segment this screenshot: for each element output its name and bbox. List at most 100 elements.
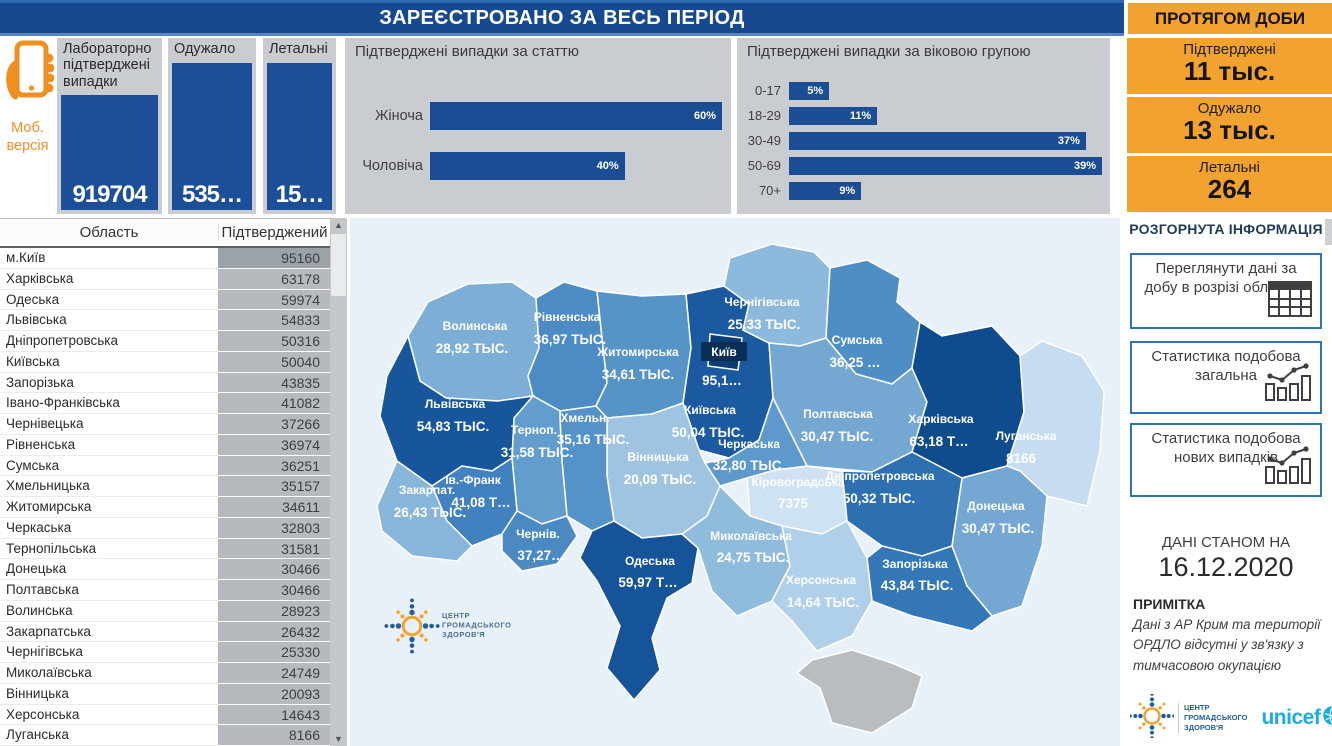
age-category-label: 0-17 bbox=[754, 83, 781, 99]
age-bar[interactable]: 39% bbox=[789, 157, 1102, 175]
button-daily-stats-total[interactable]: Статистика подобова загальна bbox=[1130, 341, 1322, 414]
gender-bar-row: Чоловіча 40% bbox=[345, 152, 725, 180]
table-row[interactable]: Житомирська 34611 bbox=[0, 497, 330, 518]
map-region-kherson[interactable] bbox=[771, 519, 873, 652]
map-region-value: 28,92 ТЫС. bbox=[436, 341, 509, 356]
region-table-body: м.Київ 95160 Харківська 63178 Одеська 59974 Ль… bbox=[0, 248, 330, 746]
age-bar[interactable]: 37% bbox=[789, 132, 1086, 150]
table-row[interactable]: Вінницька 20093 bbox=[0, 683, 330, 705]
age-bar[interactable]: 11% bbox=[789, 107, 878, 125]
daily-card-deaths[interactable]: Летальні 264 bbox=[1127, 156, 1332, 212]
gender-bar[interactable]: 40% bbox=[430, 152, 625, 180]
chart-icon bbox=[1264, 362, 1312, 407]
age-bar-row: 0-17 5% bbox=[737, 82, 1104, 100]
map-region-name: Хмельн. bbox=[560, 411, 609, 425]
map-region-name: Ів.-Франк bbox=[445, 473, 502, 487]
table-row[interactable]: Харківська 63178 bbox=[0, 268, 330, 290]
table-row[interactable]: Івано-Франківська 41082 bbox=[0, 393, 330, 414]
map-region-name: Полтавська bbox=[803, 407, 873, 421]
kpi-card-recovered-total[interactable]: Одужало 535… bbox=[168, 38, 256, 214]
gender-chart-title: Підтверджені випадки за статтю bbox=[355, 43, 580, 60]
table-row[interactable]: Львівська 54833 bbox=[0, 310, 330, 331]
map-region-value: 31,58 ТЫС. bbox=[501, 445, 574, 460]
map-region-zakarpattia[interactable] bbox=[376, 459, 474, 562]
confirmed-value-cell: 50040 bbox=[218, 351, 330, 373]
table-row[interactable]: Хмельницька 35157 bbox=[0, 476, 330, 497]
map-region-mykolaiv[interactable] bbox=[680, 484, 791, 617]
region-name-cell: Донецька bbox=[0, 559, 218, 580]
map-region-crimea bbox=[795, 649, 923, 734]
map-region-chernivtsi[interactable] bbox=[501, 510, 578, 572]
page-title: ЗАРЕЄСТРОВАНО ЗА ВЕСЬ ПЕРІОД bbox=[379, 6, 745, 29]
region-name-cell: м.Київ bbox=[0, 248, 218, 269]
table-row[interactable]: Закарпатська 26432 bbox=[0, 621, 330, 643]
table-row[interactable]: Донецька 30466 bbox=[0, 559, 330, 580]
confirmed-value-cell: 28923 bbox=[218, 600, 330, 622]
table-row[interactable]: Рівненська 36974 bbox=[0, 434, 330, 456]
map-region-ternopil[interactable] bbox=[511, 395, 568, 525]
table-row[interactable]: Волинська 28923 bbox=[0, 600, 330, 622]
scroll-up-icon[interactable]: ▲ bbox=[334, 220, 343, 230]
map-region-odesa[interactable] bbox=[579, 520, 699, 702]
age-bar-value: 11% bbox=[849, 109, 872, 122]
region-name-cell: Київська bbox=[0, 352, 218, 373]
table-row[interactable]: Луганська 8166 bbox=[0, 725, 330, 746]
confirmed-value-cell: 31581 bbox=[218, 538, 330, 560]
map-region-zaporizhzhia[interactable] bbox=[866, 545, 994, 632]
table-row[interactable]: Запорізька 43835 bbox=[0, 372, 330, 394]
table-row[interactable]: Сумська 36251 bbox=[0, 455, 330, 477]
table-row[interactable]: Херсонська 14643 bbox=[0, 704, 330, 726]
confirmed-value-cell: 36974 bbox=[218, 434, 330, 456]
table-scrollbar-thumb[interactable] bbox=[331, 234, 346, 296]
map-region-name: Київська bbox=[684, 403, 736, 417]
age-bar[interactable]: 9% bbox=[789, 182, 862, 200]
daily-card-recovered[interactable]: Одужало 13 тыс. bbox=[1127, 97, 1332, 153]
table-row[interactable]: Миколаївська 24749 bbox=[0, 663, 330, 684]
table-row[interactable]: Чернівецька 37266 bbox=[0, 414, 330, 435]
table-row[interactable]: Київська 50040 bbox=[0, 351, 330, 373]
gender-chart-panel: Підтверджені випадки за статтю Жіноча 60%… bbox=[345, 38, 731, 214]
kpi-card-confirmed-total[interactable]: Лабораторно підтверджені випадки 919704 bbox=[57, 38, 162, 214]
footer-logos: ЦЕНТР ГРОМАДСЬКОГО ЗДОРОВ'Я unicef bbox=[1128, 692, 1332, 742]
map-region-value: 14,64 ТЫС. bbox=[787, 595, 860, 610]
map-region-name: Донецька bbox=[967, 499, 1025, 513]
map-region-name: Херсонська bbox=[786, 573, 856, 587]
region-name-cell: Волинська bbox=[0, 601, 218, 622]
map-region-value: 36,25 … bbox=[829, 355, 880, 370]
table-row[interactable]: Полтавська 30466 bbox=[0, 580, 330, 601]
map-region-value: 37,27… bbox=[517, 548, 564, 563]
kpi-bar: 15… bbox=[267, 63, 332, 210]
kpi-bar: 919704 bbox=[61, 95, 158, 210]
kpi-bar: 535… bbox=[172, 63, 252, 210]
daily-card-confirmed[interactable]: Підтверджені 11 тыс. bbox=[1127, 38, 1332, 94]
map-region-name: Житомирська bbox=[596, 345, 679, 359]
map-region-value: 50,32 ТЫС. bbox=[843, 491, 916, 506]
kpi-card-deaths-total[interactable]: Летальні 15… bbox=[263, 38, 336, 214]
table-row[interactable]: Тернопільська 31581 bbox=[0, 538, 330, 560]
table-row[interactable]: Одеська 59974 bbox=[0, 289, 330, 311]
button-daily-by-region[interactable]: Переглянути дані за добу в розрізі облас… bbox=[1130, 253, 1322, 329]
table-row[interactable]: Дніпропетровська 50316 bbox=[0, 331, 330, 352]
daily-card-label: Одужало bbox=[1197, 100, 1262, 117]
gender-bar-value: 60% bbox=[693, 110, 716, 122]
age-bar[interactable]: 5% bbox=[789, 82, 830, 100]
map-region-value: 63,18 Т… bbox=[909, 434, 968, 449]
gender-bar-row: Жіноча 60% bbox=[345, 102, 725, 130]
table-scrollbar[interactable]: ▲ ▼ bbox=[330, 218, 347, 746]
scroll-down-icon[interactable]: ▼ bbox=[334, 734, 343, 744]
button-daily-stats-new-cases[interactable]: Статистика подобова нових випадків bbox=[1130, 423, 1322, 497]
age-category-label: 18-29 bbox=[747, 108, 781, 124]
map-region-value: 50,04 ТЫС. bbox=[672, 425, 745, 440]
daily-panel-title-bar: ПРОТЯГОМ ДОБИ bbox=[1128, 3, 1332, 34]
gender-bar[interactable]: 60% bbox=[430, 102, 722, 130]
age-category-label: 30-49 bbox=[747, 133, 781, 149]
table-row[interactable]: м.Київ 95160 bbox=[0, 248, 330, 269]
table-row[interactable]: Черкаська 32803 bbox=[0, 517, 330, 539]
table-icon bbox=[1268, 281, 1312, 322]
region-name-cell: Херсонська bbox=[0, 705, 218, 726]
mobile-version-link[interactable]: Моб. версія bbox=[0, 38, 55, 214]
map-region-value: 54,83 ТЫС. bbox=[417, 419, 490, 434]
sidebar-scrollbar-thumb[interactable] bbox=[1325, 219, 1332, 245]
table-row[interactable]: Чернігівська 25330 bbox=[0, 642, 330, 663]
